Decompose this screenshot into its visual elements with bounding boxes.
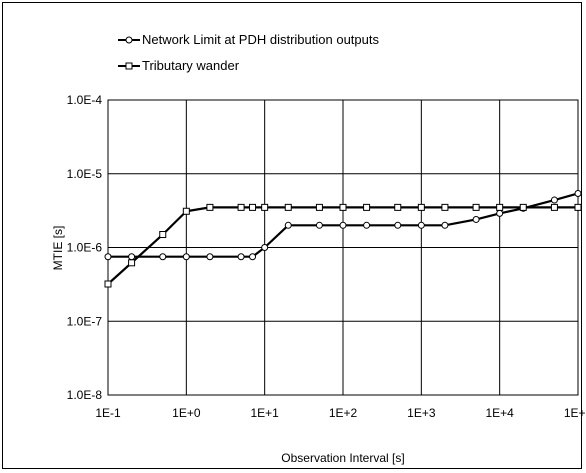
data-point-square: [550, 203, 558, 211]
series-layer: [104, 189, 582, 288]
data-point-square: [472, 203, 480, 211]
legend-label-network-limit: Network Limit at PDH distribution output…: [142, 32, 379, 47]
data-point-square: [519, 203, 527, 211]
x-tick-label: 1E-1: [95, 406, 121, 420]
data-point-circle: [417, 221, 425, 229]
chart-frame: [2, 2, 582, 469]
data-point-square: [339, 203, 347, 211]
data-point-circle: [574, 189, 582, 197]
data-point-circle: [441, 221, 449, 229]
y-tick-label: 1.0E-7: [67, 314, 103, 328]
y-axis-label: MTIE [s]: [51, 226, 65, 271]
data-point-square: [249, 203, 257, 211]
data-point-circle: [182, 253, 190, 261]
data-point-circle: [284, 221, 292, 229]
data-point-circle: [363, 221, 371, 229]
data-point-square: [496, 203, 504, 211]
data-point-circle: [315, 221, 323, 229]
data-point-square: [363, 203, 371, 211]
data-point-square: [394, 203, 402, 211]
data-point-circle: [159, 253, 167, 261]
data-point-circle: [249, 253, 257, 261]
data-point-square: [284, 203, 292, 211]
data-point-square: [315, 203, 323, 211]
y-tick-label: 1.0E-8: [67, 388, 103, 402]
x-tick-label: 1E+5: [564, 406, 586, 420]
data-point-circle: [261, 244, 269, 251]
x-tick-label: 1E+4: [485, 406, 514, 420]
data-point-square: [206, 203, 214, 211]
legend-entry-tributary-wander: Tributary wander: [118, 58, 240, 73]
series-line: [108, 192, 579, 258]
data-point-square: [441, 203, 449, 211]
legend-label-tributary-wander: Tributary wander: [142, 58, 240, 73]
x-axis-label: Observation Interval [s]: [281, 451, 404, 465]
data-point-circle: [472, 215, 480, 223]
x-tick-label: 1E+2: [329, 406, 358, 420]
x-tick-label: 1E+3: [407, 406, 436, 420]
data-point-circle: [104, 253, 112, 261]
y-tick-label: 1.0E-4: [67, 93, 103, 107]
data-point-square: [417, 203, 425, 211]
y-tick-label: 1.0E-5: [67, 167, 103, 181]
data-point-square: [128, 259, 136, 267]
series-line: [107, 206, 578, 285]
data-point-square: [574, 203, 582, 211]
series-tributary-wander: [104, 203, 582, 288]
legend: Network Limit at PDH distribution output…: [118, 32, 379, 73]
data-point-circle: [339, 221, 347, 229]
legend-entry-network-limit: Network Limit at PDH distribution output…: [118, 32, 379, 47]
legend-circle-marker: [125, 36, 133, 44]
data-point-circle: [496, 209, 504, 217]
data-point-circle: [206, 253, 214, 261]
x-tick-label: 1E+0: [172, 406, 201, 420]
data-point-circle: [550, 196, 558, 204]
y-tick-label: 1.0E-6: [67, 241, 103, 255]
data-point-circle: [237, 253, 245, 261]
data-point-square: [237, 203, 245, 211]
x-tick-label: 1E+1: [250, 406, 279, 420]
plot-area-border: [107, 99, 579, 396]
data-point-square: [159, 231, 167, 239]
data-point-square: [104, 280, 112, 288]
tick-labels: 1E-1 1E+0 1E+1 1E+2 1E+3 1E+4 1E+5 1.0E-8 1.0E-7…: [67, 93, 586, 420]
grid-lines: [107, 99, 579, 396]
data-point-square: [182, 207, 190, 215]
series-network-limit: [104, 189, 582, 261]
legend-square-marker: [125, 62, 133, 70]
data-point-circle: [128, 253, 136, 261]
data-point-square: [261, 203, 269, 211]
data-point-circle: [394, 221, 402, 229]
